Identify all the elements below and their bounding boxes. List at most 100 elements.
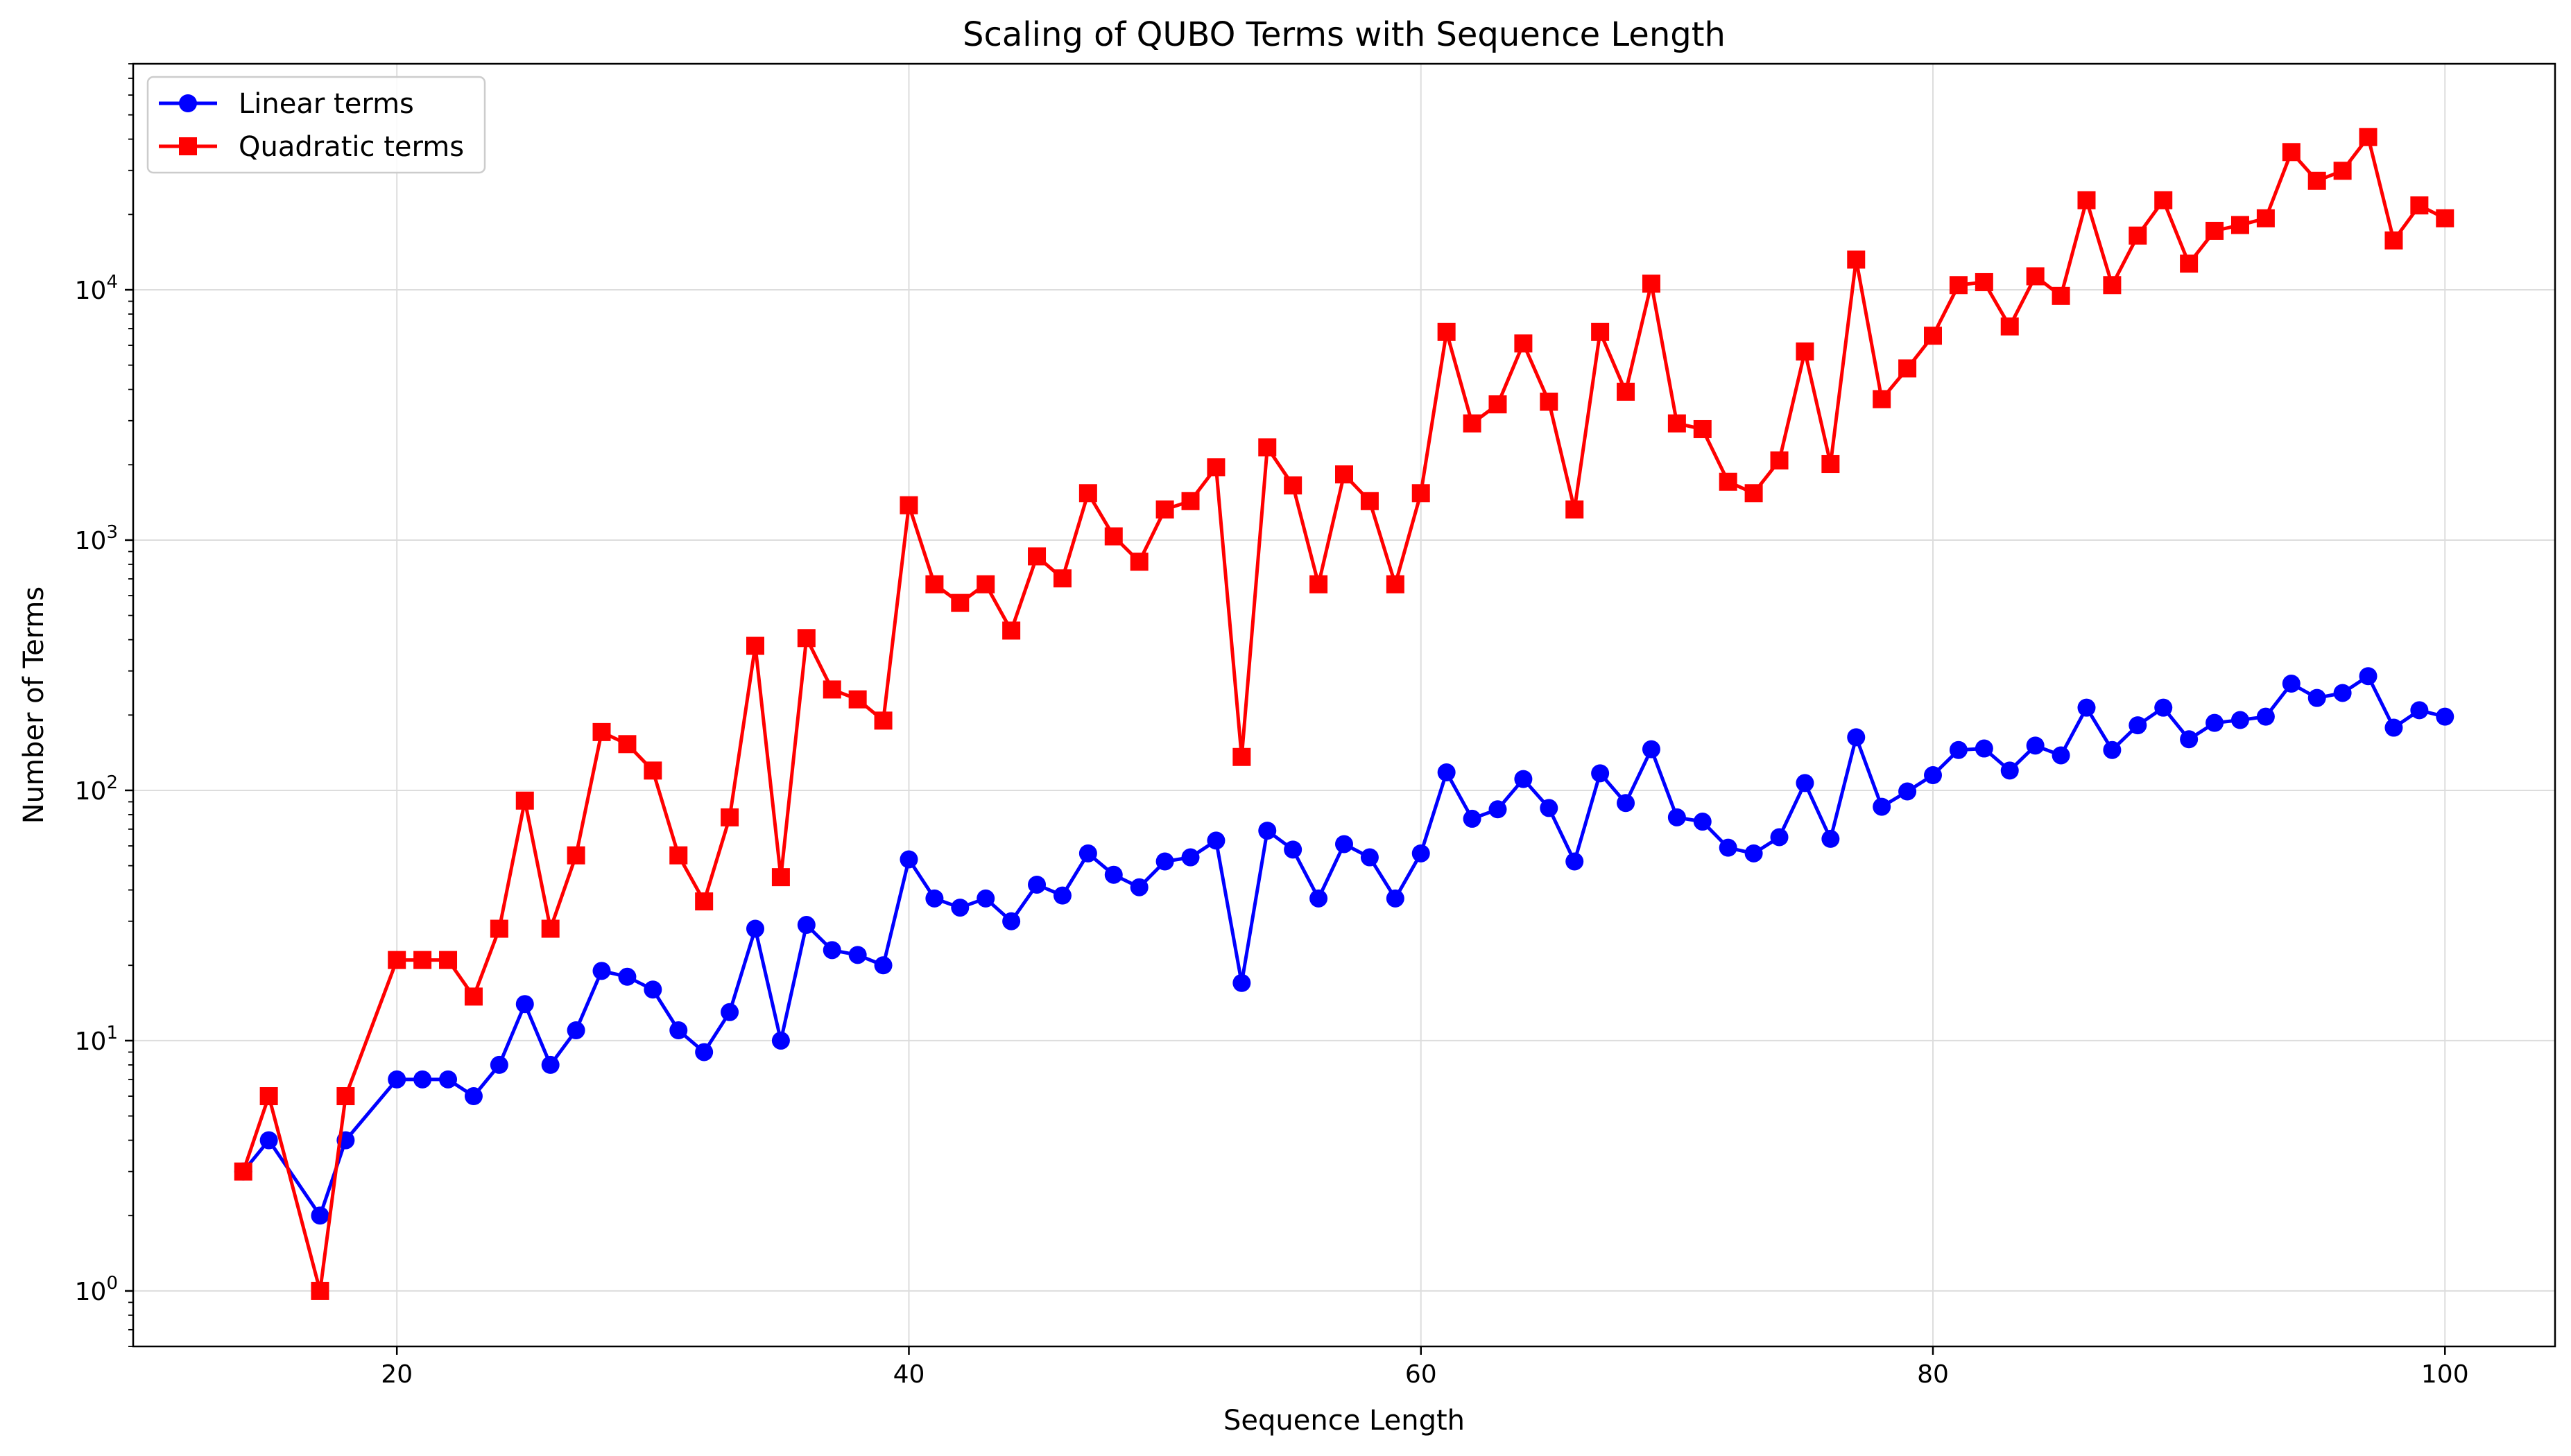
data-point — [592, 722, 611, 741]
data-point — [721, 1003, 739, 1021]
data-point — [848, 690, 867, 709]
data-point — [1335, 835, 1353, 853]
y-tick-label: 102 — [75, 772, 118, 806]
y-tick-base: 10 — [75, 277, 107, 305]
data-point — [439, 1070, 458, 1089]
data-point — [2077, 698, 2096, 717]
data-point — [1130, 878, 1149, 896]
data-point — [1463, 809, 1481, 828]
data-point — [464, 987, 483, 1006]
data-point — [771, 868, 790, 887]
data-point — [2333, 684, 2352, 702]
data-point — [1924, 327, 1943, 345]
legend-marker — [179, 94, 197, 112]
data-point — [925, 575, 944, 593]
data-point — [2052, 286, 2070, 305]
legend: Linear terms Quadratic terms — [146, 76, 486, 174]
data-point — [1028, 875, 1047, 894]
x-tick-label: 40 — [893, 1360, 925, 1389]
data-point — [2359, 667, 2377, 686]
legend-label: Quadratic terms — [239, 131, 464, 163]
data-point — [644, 761, 662, 780]
grid — [133, 64, 2555, 1346]
data-point — [2180, 730, 2199, 749]
data-point — [1309, 889, 1328, 908]
data-point — [1540, 392, 1558, 411]
data-point — [1719, 838, 1737, 857]
data-point — [797, 629, 816, 648]
data-point — [1258, 822, 1277, 840]
data-point — [1053, 569, 1072, 588]
y-tick-exponent: 4 — [106, 272, 118, 293]
data-point — [2256, 209, 2275, 227]
data-point — [848, 946, 867, 964]
data-point — [413, 1070, 432, 1089]
data-point — [2230, 216, 2249, 234]
data-point — [823, 680, 841, 699]
data-point — [746, 919, 764, 938]
data-point — [2436, 209, 2454, 227]
data-point — [2000, 761, 2019, 780]
data-point — [2436, 707, 2454, 726]
data-point — [1924, 766, 1943, 785]
x-tick-label: 100 — [2421, 1360, 2469, 1389]
y-tick-exponent: 3 — [106, 522, 118, 543]
x-tick-label: 60 — [1405, 1360, 1437, 1389]
data-point — [2333, 162, 2352, 180]
data-point — [1104, 865, 1123, 884]
data-point — [2077, 191, 2096, 209]
data-point — [439, 951, 458, 969]
data-point — [900, 850, 918, 869]
data-point — [1744, 484, 1763, 503]
data-point — [1258, 438, 1277, 457]
y-tick-base: 10 — [75, 527, 107, 555]
data-point — [1667, 414, 1686, 433]
data-point — [1796, 774, 1814, 792]
data-point — [2256, 707, 2275, 726]
data-point — [2180, 254, 2199, 273]
y-axis-label: Number of Terms — [18, 587, 50, 824]
data-point — [413, 951, 432, 969]
data-point — [259, 1131, 278, 1150]
data-point — [2384, 718, 2403, 737]
data-point — [1181, 492, 1200, 510]
data-point — [1181, 848, 1200, 867]
data-point — [900, 496, 918, 514]
x-tick-label: 80 — [1917, 1360, 1949, 1389]
data-point — [977, 889, 995, 908]
data-point — [771, 1031, 790, 1050]
data-point — [2154, 191, 2173, 209]
chart-title: Scaling of QUBO Terms with Sequence Leng… — [963, 15, 1726, 54]
x-axis-label: Sequence Length — [1223, 1405, 1465, 1437]
data-point — [925, 889, 944, 908]
data-point — [1028, 547, 1047, 566]
data-point — [746, 636, 764, 655]
data-point — [464, 1087, 483, 1106]
data-point — [1591, 322, 1610, 341]
data-point — [1770, 451, 1789, 470]
legend-marker — [179, 137, 197, 155]
data-point — [2103, 740, 2122, 759]
data-point — [1386, 575, 1404, 593]
data-point — [1642, 275, 1660, 293]
data-point — [669, 1021, 688, 1039]
x-tick-label: 20 — [381, 1360, 413, 1389]
data-point — [618, 967, 637, 986]
data-point — [1975, 272, 1993, 291]
data-point — [1078, 484, 1097, 503]
data-point — [695, 1043, 714, 1061]
x-axis: 20 40 60 80 100 — [381, 1346, 2469, 1389]
data-point — [567, 846, 585, 865]
series-layer — [234, 128, 2454, 1300]
series-quadratic-terms — [234, 128, 2454, 1300]
data-point — [1873, 390, 1891, 408]
data-point — [1744, 844, 1763, 863]
data-point — [2154, 698, 2173, 717]
data-point — [618, 735, 637, 754]
data-point — [1360, 492, 1379, 510]
data-point — [259, 1087, 278, 1106]
y-tick-base: 10 — [75, 1028, 107, 1056]
y-tick-label: 104 — [75, 272, 118, 305]
